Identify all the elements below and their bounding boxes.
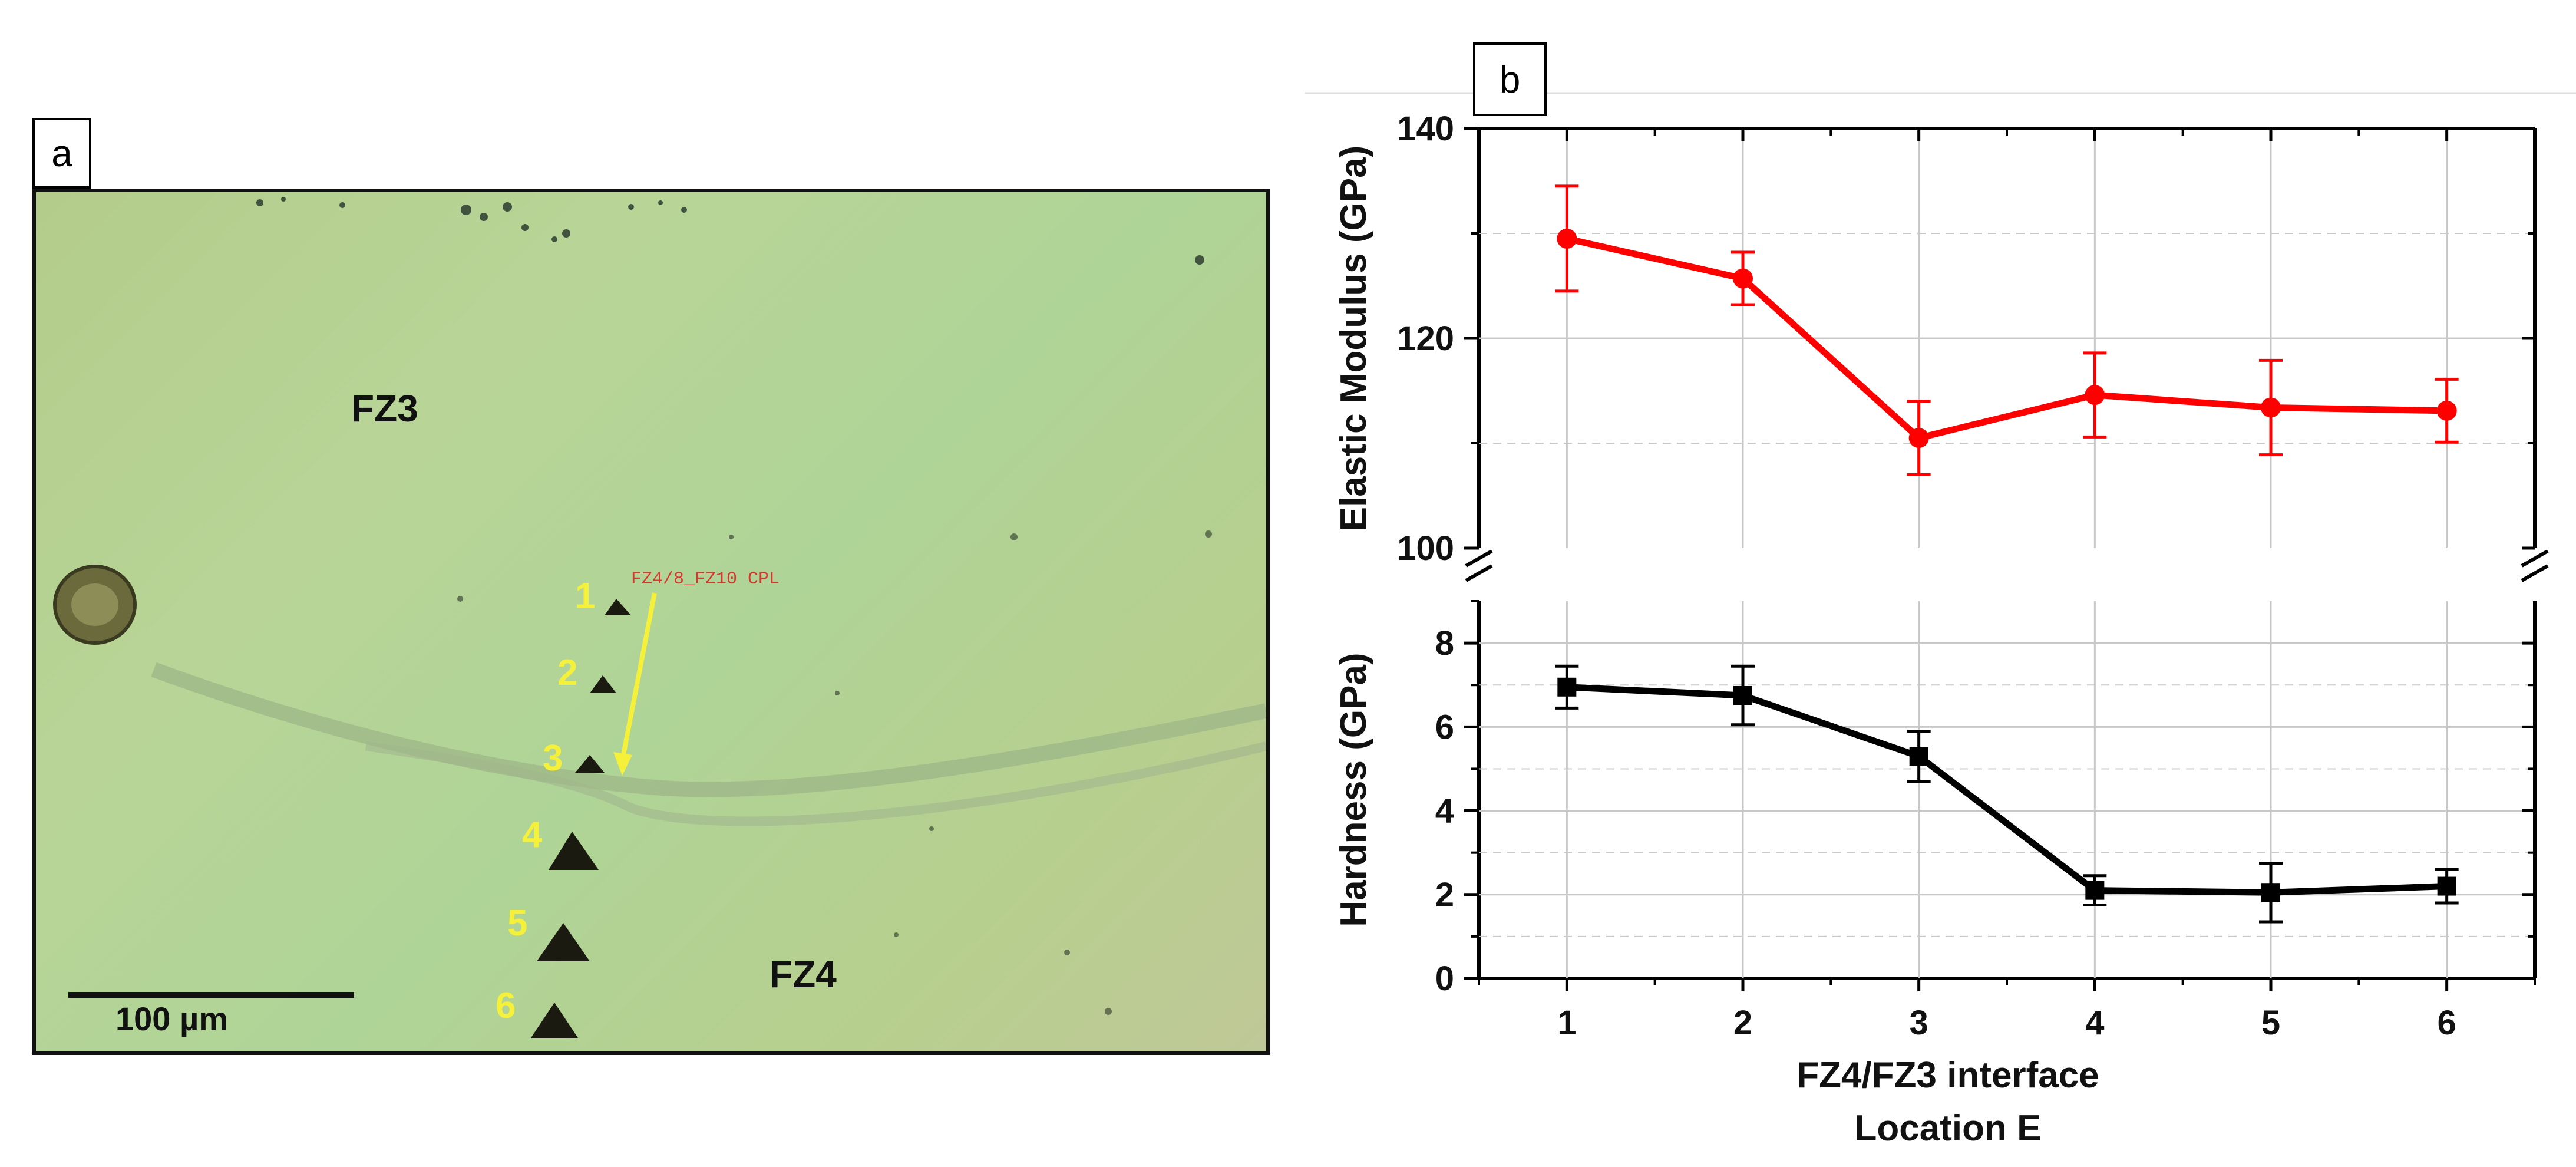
- x-tick-label-2: 2: [1733, 1004, 1752, 1042]
- data-point-elastic_modulus-4: [2085, 385, 2105, 406]
- indent-number-4: 4: [522, 815, 543, 855]
- debris-cluster: [256, 197, 1204, 265]
- scale-bar-label: 100 µm: [115, 1000, 229, 1037]
- indent-4: [549, 832, 599, 870]
- indent-number-1: 1: [575, 576, 596, 617]
- data-point-hardness-2: [1733, 686, 1752, 705]
- y-tick-label-elastic_modulus-100: 100: [1397, 529, 1454, 568]
- y-tick-label-elastic_modulus-140: 140: [1397, 110, 1454, 148]
- data-point-hardness-5: [2261, 883, 2280, 902]
- axis-break-left-1: [1465, 549, 1493, 568]
- panel-b-label: b: [1473, 42, 1547, 116]
- y-tick-label-hardness-2: 2: [1435, 876, 1454, 914]
- indent-2: [590, 675, 616, 693]
- indent-marks: [531, 599, 631, 1038]
- data-point-elastic_modulus-6: [2436, 400, 2457, 421]
- micrograph-features: [53, 197, 1266, 1038]
- zone-label-fz4: FZ4: [770, 953, 837, 995]
- axis-break-right-1: [2521, 549, 2549, 568]
- zone-label-fz3: FZ3: [351, 387, 418, 430]
- indent-tag: FZ4/8_FZ10 CPL: [631, 569, 780, 589]
- y-tick-label-hardness-8: 8: [1435, 624, 1454, 662]
- x-tick-label-6: 6: [2438, 1004, 2456, 1042]
- y-tick-label-hardness-4: 4: [1435, 792, 1454, 830]
- indent-1: [605, 599, 631, 615]
- x-axis-label-line1: FZ4/FZ3 interface: [1796, 1055, 2099, 1096]
- panel-a-label: a: [32, 118, 91, 189]
- y-axis-label-hardness: Hardness (GPa): [1333, 652, 1374, 927]
- y-tick-label-hardness-0: 0: [1435, 960, 1454, 998]
- y-axis-label-elastic_modulus: Elastic Modulus (GPa): [1333, 146, 1374, 532]
- data-point-elastic_modulus-1: [1557, 228, 1577, 249]
- x-tick-label-4: 4: [2085, 1004, 2104, 1042]
- indent-number-5: 5: [507, 903, 528, 944]
- data-point-hardness-4: [2085, 881, 2105, 900]
- micrograph: FZ3 FZ4 FZ4/8_FZ10 CPL 1 2 3 4 5 6 100 µ…: [32, 189, 1270, 1055]
- arrow-head: [613, 752, 632, 776]
- data-point-elastic_modulus-3: [1908, 428, 1929, 449]
- indent-6: [531, 1003, 578, 1038]
- interface-band: [151, 662, 1266, 797]
- x-tick-label-1: 1: [1557, 1004, 1576, 1042]
- data-point-elastic_modulus-2: [1733, 268, 1753, 289]
- indent-number-6: 6: [496, 985, 516, 1026]
- y-tick-label-hardness-6: 6: [1435, 708, 1454, 746]
- chart-layer: 1 2 3 4 5 6 FZ4/FZ3 interface Location E 100 120 1…: [1333, 110, 2549, 1149]
- data-point-hardness-1: [1557, 677, 1577, 697]
- indent-number-3: 3: [543, 738, 563, 779]
- series-line-hardness: [1567, 684, 2447, 896]
- indent-number-2: 2: [557, 652, 578, 693]
- indent-3: [575, 755, 605, 773]
- indent-5: [537, 923, 590, 961]
- x-tick-label-5: 5: [2261, 1004, 2280, 1042]
- data-point-hardness-3: [1909, 747, 1928, 766]
- indent-path-arrow: [620, 592, 657, 761]
- data-point-hardness-6: [2437, 876, 2456, 896]
- series-line-elastic_modulus: [1566, 235, 2447, 442]
- axis-break-right-2: [2521, 564, 2549, 582]
- x-tick-label-3: 3: [1910, 1004, 1928, 1042]
- data-point-elastic_modulus-5: [2261, 397, 2281, 418]
- x-axis-label-line2: Location E: [1855, 1108, 2042, 1149]
- axis-break-left-2: [1465, 564, 1493, 582]
- y-tick-label-elastic_modulus-120: 120: [1397, 319, 1454, 358]
